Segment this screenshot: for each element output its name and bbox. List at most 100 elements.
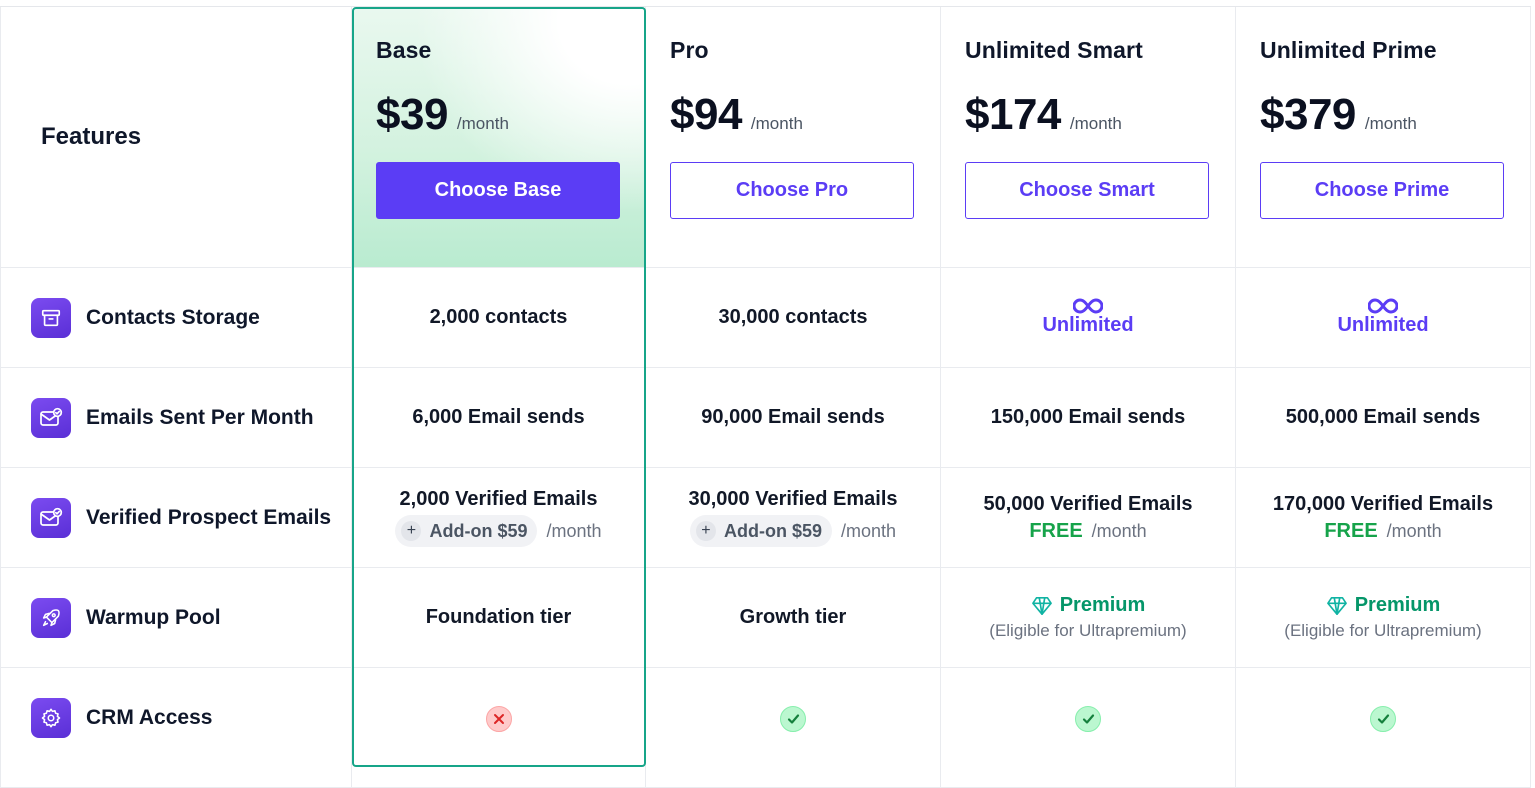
check-icon xyxy=(780,706,806,732)
verified-prime: 170,000 Verified Emails FREE /month xyxy=(1236,468,1531,568)
contacts-base: 2,000 contacts xyxy=(352,268,646,368)
feature-row-verified-emails: Verified Prospect Emails xyxy=(0,468,352,568)
premium-text: Premium xyxy=(1354,594,1441,616)
feature-row-crm-access: CRM Access xyxy=(0,668,352,788)
emails-pro: 90,000 Email sends xyxy=(646,368,941,468)
price-row: $379 /month xyxy=(1260,90,1417,140)
gear-icon xyxy=(31,698,71,738)
diamond-icon xyxy=(1031,596,1052,615)
choose-prime-button[interactable]: Choose Prime xyxy=(1260,162,1504,219)
feature-row-contacts-storage: Contacts Storage xyxy=(0,268,352,368)
plan-header-base: Base $39 /month Choose Base xyxy=(352,7,646,268)
plus-icon: + xyxy=(401,521,422,541)
check-icon xyxy=(1370,706,1396,732)
verified-value: 170,000 Verified Emails xyxy=(1272,492,1494,515)
verified-base: 2,000 Verified Emails + Add-on $59 /month xyxy=(352,468,646,568)
free-period: /month xyxy=(1386,520,1442,541)
emails-smart: 150,000 Email sends xyxy=(941,368,1236,468)
plan-header-pro: Pro $94 /month Choose Pro xyxy=(646,7,941,268)
premium-label: Premium xyxy=(1031,594,1146,617)
x-icon xyxy=(485,706,512,732)
unlimited-block: Unlimited xyxy=(1337,298,1429,337)
premium-text: Premium xyxy=(1059,594,1146,616)
warmup-base: Foundation tier xyxy=(352,568,646,668)
unlimited-block: Unlimited xyxy=(1042,298,1134,337)
feature-label: Verified Prospect Emails xyxy=(86,505,332,529)
plan-name: Unlimited Prime xyxy=(1260,37,1437,63)
emails-value: 6,000 Email sends xyxy=(412,406,585,428)
check-icon xyxy=(1075,706,1101,732)
choose-pro-button[interactable]: Choose Pro xyxy=(670,162,914,219)
eligibility-note: (Eligible for Ultrapremium) xyxy=(989,621,1187,640)
emails-base: 6,000 Email sends xyxy=(352,368,646,468)
pricing-table: Features Base $39 /month Choose Base Pro… xyxy=(0,6,1531,788)
free-label: FREE xyxy=(1324,519,1378,542)
plan-name: Unlimited Smart xyxy=(965,37,1143,63)
warmup-pro: Growth tier xyxy=(646,568,941,668)
addon-chip[interactable]: + Add-on $59 xyxy=(689,515,832,547)
eligibility-note: (Eligible for Ultrapremium) xyxy=(1284,621,1482,640)
choose-smart-button[interactable]: Choose Smart xyxy=(965,162,1209,219)
emails-value: 90,000 Email sends xyxy=(701,406,885,428)
price-period: /month xyxy=(1364,114,1417,133)
verified-smart: 50,000 Verified Emails FREE /month xyxy=(941,468,1236,568)
plan-header-unlimited-smart: Unlimited Smart $174 /month Choose Smart xyxy=(941,7,1236,268)
verified-value: 50,000 Verified Emails xyxy=(983,492,1193,515)
warmup-smart: Premium (Eligible for Ultrapremium) xyxy=(941,568,1236,668)
free-row: FREE /month xyxy=(1324,520,1441,543)
contacts-value: 30,000 contacts xyxy=(718,306,868,328)
features-title: Features xyxy=(41,123,142,150)
plan-price: $39 xyxy=(376,90,448,139)
feature-row-emails-sent: Emails Sent Per Month xyxy=(0,368,352,468)
verified-value: 30,000 Verified Emails xyxy=(688,488,898,510)
emails-value: 150,000 Email sends xyxy=(990,406,1186,428)
base-plan-highlight-background xyxy=(354,9,644,267)
feature-label: Warmup Pool xyxy=(86,605,221,629)
feature-label: CRM Access xyxy=(86,706,213,729)
plan-price: $94 xyxy=(670,90,742,139)
contacts-smart: Unlimited xyxy=(941,268,1236,368)
crm-prime xyxy=(1236,668,1531,788)
addon-period: /month xyxy=(840,520,897,541)
warmup-value: Growth tier xyxy=(739,606,847,628)
warmup-value: Foundation tier xyxy=(425,606,572,628)
contacts-value: Unlimited xyxy=(1337,314,1429,336)
plan-header-unlimited-prime: Unlimited Prime $379 /month Choose Prime xyxy=(1236,7,1531,268)
crm-pro xyxy=(646,668,941,788)
warmup-prime: Premium (Eligible for Ultrapremium) xyxy=(1236,568,1531,668)
envelope-check-icon xyxy=(31,497,71,538)
rocket-icon xyxy=(31,597,71,638)
envelope-check-icon xyxy=(31,397,71,438)
price-period: /month xyxy=(456,114,509,133)
verified-value: 2,000 Verified Emails xyxy=(399,488,598,510)
emails-prime: 500,000 Email sends xyxy=(1236,368,1531,468)
crm-base xyxy=(352,668,646,788)
price-row: $174 /month xyxy=(965,90,1122,140)
plan-price: $379 xyxy=(1260,90,1356,139)
infinity-icon xyxy=(1073,298,1103,314)
features-header-cell: Features xyxy=(0,7,352,268)
addon-label: Add-on $59 xyxy=(723,520,822,541)
choose-base-button[interactable]: Choose Base xyxy=(376,162,620,219)
feature-label: Emails Sent Per Month xyxy=(86,405,314,429)
verified-pro: 30,000 Verified Emails + Add-on $59 /mont… xyxy=(646,468,941,568)
plan-name: Pro xyxy=(670,37,709,63)
plan-name: Base xyxy=(376,37,432,63)
crm-smart xyxy=(941,668,1236,788)
feature-row-warmup-pool: Warmup Pool xyxy=(0,568,352,668)
price-period: /month xyxy=(750,114,803,133)
addon-row: + Add-on $59 /month xyxy=(395,515,602,547)
addon-chip[interactable]: + Add-on $59 xyxy=(395,515,538,547)
contacts-prime: Unlimited xyxy=(1236,268,1531,368)
addon-period: /month xyxy=(546,520,602,541)
plus-icon: + xyxy=(695,521,716,541)
price-row: $94 /month xyxy=(670,90,803,140)
contacts-value: Unlimited xyxy=(1042,314,1134,336)
archive-box-icon xyxy=(31,297,71,338)
diamond-icon xyxy=(1326,596,1347,615)
feature-label: Contacts Storage xyxy=(86,305,260,329)
addon-label: Add-on $59 xyxy=(429,520,528,541)
emails-value: 500,000 Email sends xyxy=(1285,406,1481,428)
free-period: /month xyxy=(1091,520,1147,541)
price-row: $39 /month xyxy=(376,90,509,140)
